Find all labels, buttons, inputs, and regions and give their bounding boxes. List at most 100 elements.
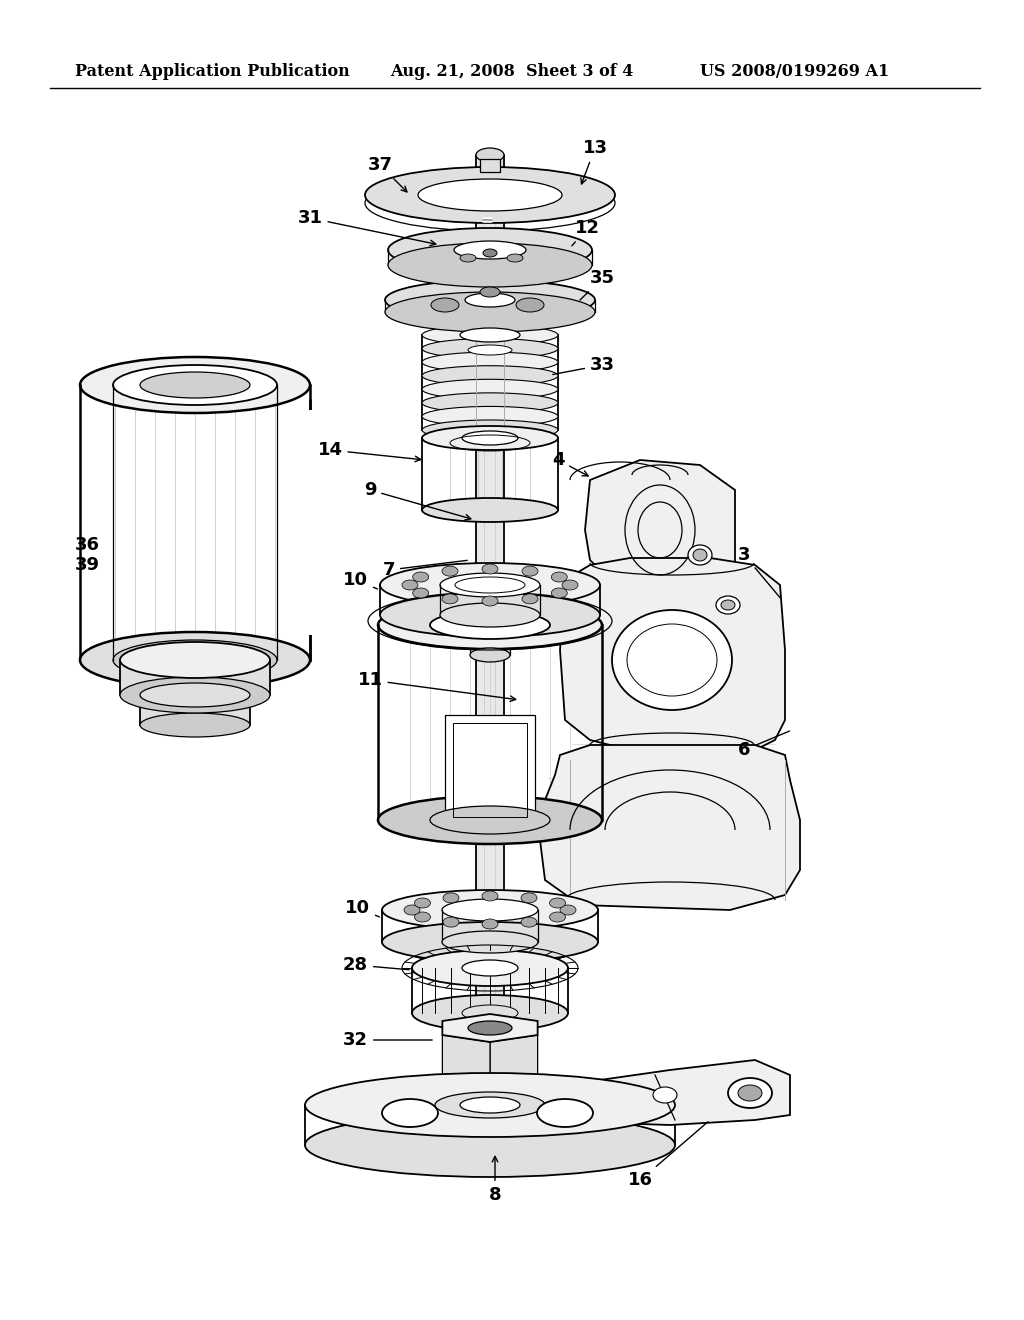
Ellipse shape <box>550 912 565 921</box>
Ellipse shape <box>120 677 270 713</box>
Text: Fig. 3: Fig. 3 <box>122 374 227 407</box>
Ellipse shape <box>385 280 595 319</box>
Ellipse shape <box>721 601 735 610</box>
Ellipse shape <box>413 587 429 598</box>
Text: 12: 12 <box>571 219 600 246</box>
Text: 8: 8 <box>488 1156 502 1204</box>
Ellipse shape <box>442 594 458 603</box>
Ellipse shape <box>470 648 510 663</box>
Ellipse shape <box>422 498 558 521</box>
Ellipse shape <box>537 1100 593 1127</box>
Ellipse shape <box>443 917 459 927</box>
Ellipse shape <box>415 898 430 908</box>
Polygon shape <box>560 558 785 750</box>
Ellipse shape <box>442 931 538 953</box>
Polygon shape <box>480 158 500 172</box>
Ellipse shape <box>716 597 740 614</box>
Ellipse shape <box>422 426 558 450</box>
Text: Patent Application Publication: Patent Application Publication <box>75 63 350 81</box>
Ellipse shape <box>521 917 537 927</box>
Ellipse shape <box>612 610 732 710</box>
Ellipse shape <box>693 549 707 561</box>
Ellipse shape <box>482 597 498 606</box>
Ellipse shape <box>507 253 523 261</box>
Text: 32: 32 <box>343 1031 432 1049</box>
Polygon shape <box>442 1014 538 1041</box>
Ellipse shape <box>476 148 504 162</box>
Ellipse shape <box>560 906 575 915</box>
Ellipse shape <box>728 1078 772 1107</box>
Bar <box>453 723 527 817</box>
Text: 6: 6 <box>738 731 790 759</box>
Ellipse shape <box>140 372 250 399</box>
Ellipse shape <box>422 325 558 345</box>
Text: 10: 10 <box>343 572 378 589</box>
Ellipse shape <box>382 890 598 931</box>
Ellipse shape <box>468 1020 512 1035</box>
Polygon shape <box>295 411 330 635</box>
Ellipse shape <box>422 366 558 385</box>
Ellipse shape <box>402 579 418 590</box>
Text: 35: 35 <box>580 269 615 300</box>
Ellipse shape <box>653 1086 677 1104</box>
Ellipse shape <box>521 892 537 903</box>
Ellipse shape <box>388 243 592 286</box>
Ellipse shape <box>415 912 430 921</box>
Polygon shape <box>442 1035 490 1097</box>
Ellipse shape <box>404 906 420 915</box>
Bar <box>476 154 504 1080</box>
Ellipse shape <box>462 432 518 445</box>
Text: 39: 39 <box>75 556 100 574</box>
Ellipse shape <box>431 298 459 312</box>
Ellipse shape <box>422 393 558 413</box>
Ellipse shape <box>140 713 250 737</box>
Ellipse shape <box>305 1073 675 1137</box>
Polygon shape <box>585 459 735 601</box>
Ellipse shape <box>435 1092 545 1118</box>
Text: 36: 36 <box>75 536 100 554</box>
Ellipse shape <box>430 807 550 834</box>
Ellipse shape <box>470 623 510 638</box>
Ellipse shape <box>305 1113 675 1177</box>
Ellipse shape <box>550 898 565 908</box>
Polygon shape <box>595 1060 790 1125</box>
Ellipse shape <box>365 168 615 223</box>
Ellipse shape <box>483 249 497 257</box>
Ellipse shape <box>388 228 592 272</box>
Ellipse shape <box>482 919 498 929</box>
Text: 33: 33 <box>553 356 615 375</box>
Ellipse shape <box>443 892 459 903</box>
Ellipse shape <box>440 573 540 597</box>
Ellipse shape <box>382 1100 438 1127</box>
Ellipse shape <box>412 950 568 986</box>
Ellipse shape <box>522 566 538 576</box>
Ellipse shape <box>385 292 595 333</box>
Ellipse shape <box>80 356 310 413</box>
Bar <box>120 660 270 696</box>
Ellipse shape <box>120 642 270 678</box>
Ellipse shape <box>418 180 562 211</box>
Ellipse shape <box>422 379 558 399</box>
Text: US 2008/0199269 A1: US 2008/0199269 A1 <box>700 63 889 81</box>
Bar <box>470 630 510 655</box>
Ellipse shape <box>738 1085 762 1101</box>
Text: 4: 4 <box>552 451 588 477</box>
Text: 9: 9 <box>364 480 471 520</box>
Ellipse shape <box>455 577 525 593</box>
Ellipse shape <box>378 601 602 649</box>
Text: 16: 16 <box>628 1122 708 1189</box>
Bar <box>140 696 250 725</box>
Ellipse shape <box>380 564 600 607</box>
Ellipse shape <box>551 572 567 582</box>
Ellipse shape <box>482 891 498 902</box>
Text: 14: 14 <box>317 441 421 462</box>
Ellipse shape <box>562 579 578 590</box>
Bar <box>476 335 504 430</box>
Text: 31: 31 <box>298 209 436 246</box>
Ellipse shape <box>480 286 500 297</box>
Ellipse shape <box>113 366 278 405</box>
Ellipse shape <box>468 345 512 355</box>
Text: 28: 28 <box>343 956 410 974</box>
Ellipse shape <box>460 1097 520 1113</box>
Ellipse shape <box>442 566 458 576</box>
